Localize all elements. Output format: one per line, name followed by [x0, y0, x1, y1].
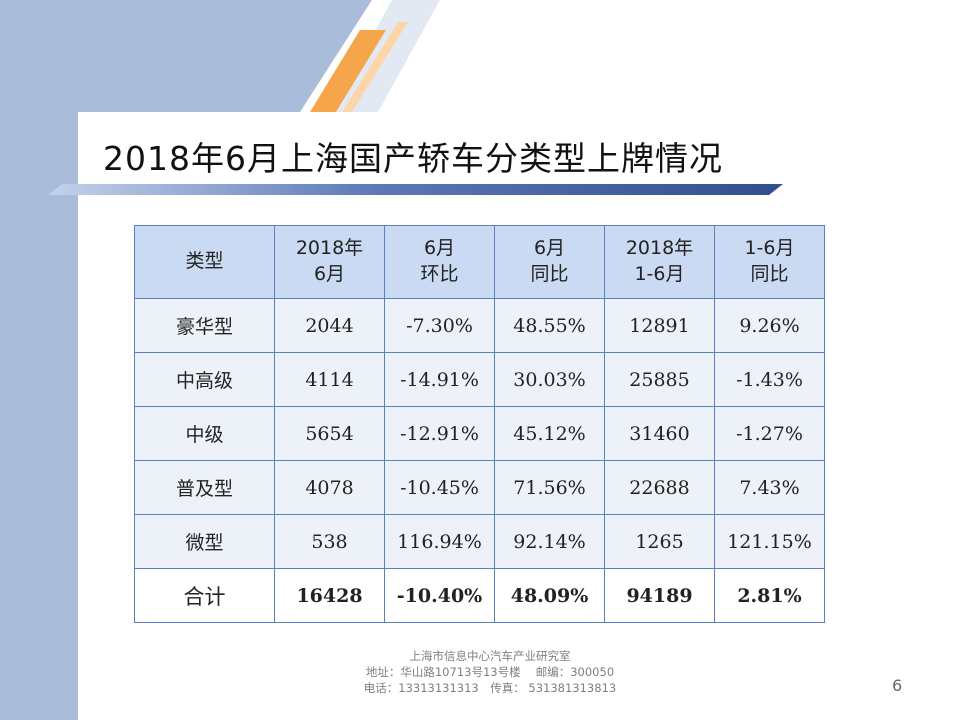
table-cell: 中高级: [134, 352, 275, 407]
header-june-2018: 2018年 6月: [274, 225, 385, 299]
registration-table: 类型 2018年 6月 6月 环比 6月 同比 2018年 1-6月 1-6月 同比 豪华…: [134, 225, 825, 623]
table-row: 普及型 4078 -10.45% 71.56% 22688 7.43%: [134, 460, 825, 515]
table-row: 中高级 4114 -14.91% 30.03% 25885 -1.43%: [134, 352, 825, 407]
table-cell: 4114: [274, 352, 385, 407]
table-cell: 31460: [604, 406, 715, 461]
total-cell: 16428: [274, 568, 385, 623]
table-cell: 普及型: [134, 460, 275, 515]
header-h1-2018: 2018年 1-6月: [604, 225, 715, 299]
table-total-row: 合计 16428 -10.40% 48.09% 94189 2.81%: [134, 568, 825, 623]
table-row: 豪华型 2044 -7.30% 48.55% 12891 9.26%: [134, 298, 825, 353]
table-cell: 5654: [274, 406, 385, 461]
table-cell: -10.45%: [384, 460, 495, 515]
table-cell: 121.15%: [714, 514, 825, 569]
page-title: 2018年6月上海国产轿车分类型上牌情况: [103, 139, 723, 178]
table-cell: 2044: [274, 298, 385, 353]
table-cell: 4078: [274, 460, 385, 515]
table-cell: 中级: [134, 406, 275, 461]
header-h1-yoy: 1-6月 同比: [714, 225, 825, 299]
top-decor-band: [0, 0, 372, 112]
table-cell: 30.03%: [494, 352, 605, 407]
footer-address: 地址：华山路10713号13号楼 邮编：300050: [365, 665, 615, 679]
table-cell: -1.43%: [714, 352, 825, 407]
table-cell: -14.91%: [384, 352, 495, 407]
footer-org: 上海市信息中心汽车产业研究室: [409, 649, 571, 663]
header-june-yoy: 6月 同比: [494, 225, 605, 299]
table-cell: 9.26%: [714, 298, 825, 353]
header-june-mom: 6月 环比: [384, 225, 495, 299]
table-cell: 48.55%: [494, 298, 605, 353]
total-cell: 48.09%: [494, 568, 605, 623]
table-cell: 45.12%: [494, 406, 605, 461]
table-cell: 116.94%: [384, 514, 495, 569]
page-number: 6: [892, 676, 903, 695]
title-underline: [48, 184, 783, 195]
table-cell: 微型: [134, 514, 275, 569]
table-cell: 22688: [604, 460, 715, 515]
footer-phone: 电话：13313131313 传真： 531381313813: [363, 681, 617, 695]
table-row: 中级 5654 -12.91% 45.12% 31460 -1.27%: [134, 406, 825, 461]
table-cell: -1.27%: [714, 406, 825, 461]
table-row: 微型 538 116.94% 92.14% 1265 121.15%: [134, 514, 825, 569]
left-decor-band: [0, 0, 78, 720]
header-type: 类型: [134, 225, 275, 299]
table-cell: 1265: [604, 514, 715, 569]
table-cell: 12891: [604, 298, 715, 353]
total-cell: 2.81%: [714, 568, 825, 623]
table-cell: 538: [274, 514, 385, 569]
table-cell: 7.43%: [714, 460, 825, 515]
total-cell: -10.40%: [384, 568, 495, 623]
table-cell: 92.14%: [494, 514, 605, 569]
total-cell: 94189: [604, 568, 715, 623]
total-label: 合计: [134, 568, 275, 623]
table-cell: -7.30%: [384, 298, 495, 353]
table-cell: 71.56%: [494, 460, 605, 515]
table-cell: 25885: [604, 352, 715, 407]
table-cell: 豪华型: [134, 298, 275, 353]
footer-contact: 上海市信息中心汽车产业研究室 地址：华山路10713号13号楼 邮编：30005…: [300, 648, 680, 696]
table-cell: -12.91%: [384, 406, 495, 461]
table-header-row: 类型 2018年 6月 6月 环比 6月 同比 2018年 1-6月 1-6月 同比: [134, 225, 825, 299]
